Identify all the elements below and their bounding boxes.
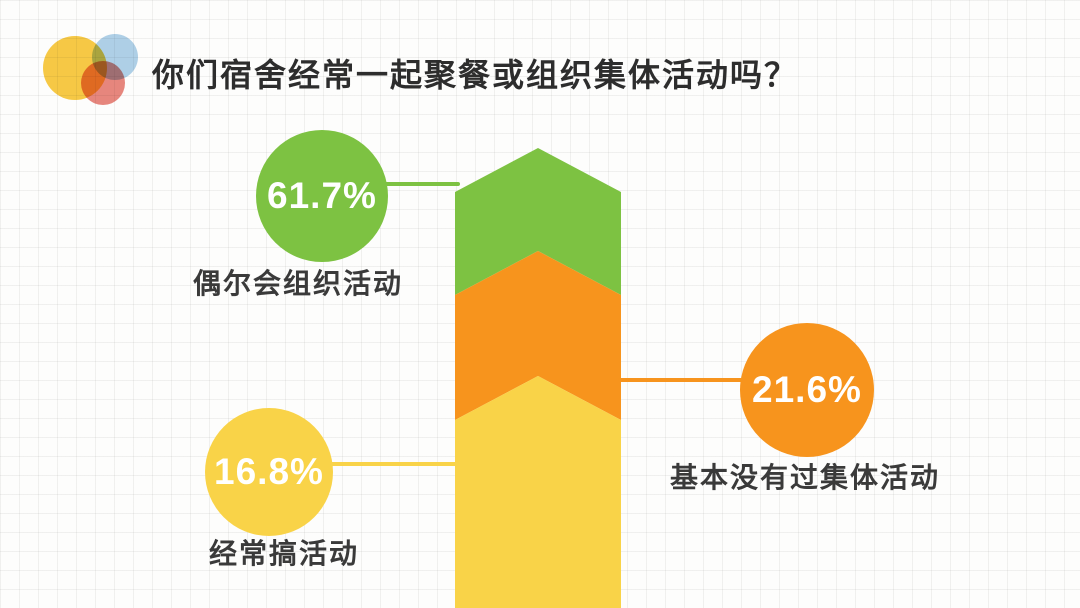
yellow-value-bubble: 16.8% — [205, 408, 333, 536]
orange-connector-line — [618, 378, 746, 382]
orange-segment-label: 基本没有过集体活动 — [669, 462, 940, 493]
red-dot-icon — [81, 61, 125, 105]
stacked-chevron-column — [455, 148, 621, 608]
orange-value-label: 21.6% — [752, 369, 862, 410]
green-value-bubble: 61.7% — [256, 130, 388, 262]
yellow-connector-line — [324, 462, 460, 466]
green-connector-line — [378, 182, 460, 186]
chevron-segment-yellow — [455, 376, 621, 608]
green-value-label: 61.7% — [267, 175, 377, 216]
orange-value-bubble: 21.6% — [740, 323, 874, 457]
green-segment-label: 偶尔会组织活动 — [192, 268, 403, 299]
yellow-value-label: 16.8% — [214, 451, 324, 492]
page-title: 你们宿舍经常一起聚餐或组织集体活动吗？ — [152, 57, 799, 93]
yellow-segment-label: 经常搞活动 — [208, 538, 359, 569]
chevron-segment-green — [455, 148, 621, 295]
chevron-segment-orange — [455, 251, 621, 420]
